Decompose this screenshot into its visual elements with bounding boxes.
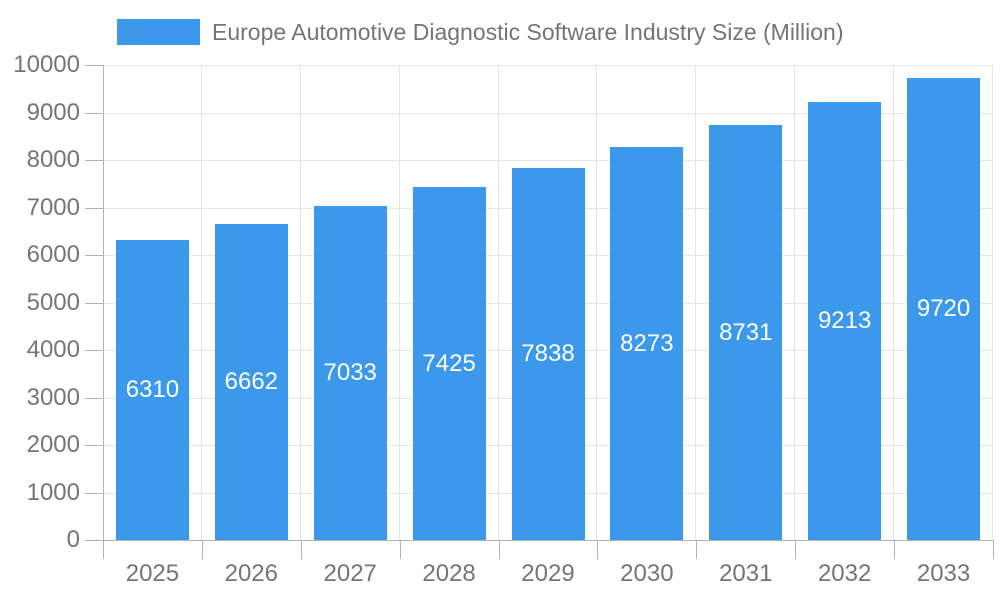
- y-tick-5000: [85, 302, 103, 304]
- bar-2028[interactable]: 7425: [412, 187, 486, 540]
- y-tick-label-4000: 4000: [26, 336, 80, 363]
- y-tick-4000: [85, 350, 103, 351]
- y-tick-label-3000: 3000: [26, 383, 80, 411]
- x-tick-9: [993, 540, 994, 559]
- x-tick-label-2025: 2025: [125, 560, 180, 587]
- bar-value-label: 6310: [125, 376, 180, 404]
- gridline-v-3: [399, 65, 400, 540]
- x-tick-3: [399, 540, 401, 559]
- bar-2026[interactable]: 6662: [214, 223, 288, 540]
- y-tick-label-7000: 7000: [26, 193, 80, 221]
- gridline-v-5: [596, 65, 597, 540]
- gridline-v-2: [300, 65, 301, 540]
- gridline-h-8000: [103, 160, 993, 161]
- bar-value-label: 8273: [620, 329, 674, 357]
- gridline-v-1: [201, 65, 202, 540]
- y-tick-10000: [85, 65, 103, 66]
- bar-value-label: 8731: [719, 318, 773, 346]
- x-tick-4: [498, 540, 500, 559]
- y-tick-label-10000: 10000: [13, 51, 80, 78]
- x-axis-line: [103, 540, 993, 541]
- x-tick-label-2028: 2028: [422, 560, 476, 587]
- y-tick-label-9000: 9000: [26, 98, 80, 126]
- gridline-v-8: [893, 65, 894, 540]
- x-tick-label-2027: 2027: [323, 560, 377, 587]
- bar-value-label: 6662: [224, 367, 279, 395]
- gridline-v-6: [695, 65, 696, 540]
- y-axis-line: [103, 65, 104, 540]
- gridline-v-7: [794, 65, 795, 540]
- bar-2027[interactable]: 7033: [313, 205, 387, 540]
- y-tick-label-1000: 1000: [26, 478, 80, 506]
- x-tick-5: [597, 540, 599, 559]
- y-tick-2000: [85, 445, 103, 446]
- bar-value-label: 9720: [916, 295, 971, 323]
- legend[interactable]: Europe Automotive Diagnostic Software In…: [117, 19, 844, 45]
- bar-2032[interactable]: 9213: [808, 102, 882, 540]
- y-tick-label-6000: 6000: [26, 241, 80, 268]
- y-tick-label-8000: 8000: [26, 146, 80, 173]
- bar-2030[interactable]: 8273: [610, 147, 684, 540]
- x-tick-1: [201, 540, 203, 559]
- x-tick-8: [894, 540, 896, 559]
- y-tick-7000: [85, 207, 103, 209]
- gridline-h-10000: [103, 65, 993, 66]
- y-tick-6000: [85, 255, 103, 256]
- gridline-h-9000: [103, 112, 993, 114]
- x-tick-label-2033: 2033: [916, 560, 971, 587]
- x-tick-label-2032: 2032: [817, 560, 872, 587]
- y-tick-label-5000: 5000: [26, 288, 80, 316]
- legend-swatch[interactable]: [117, 19, 200, 45]
- bar-value-label: 9213: [817, 307, 872, 335]
- y-tick-1000: [85, 492, 103, 494]
- x-tick-2: [300, 540, 302, 559]
- x-tick-label-2030: 2030: [620, 560, 674, 587]
- x-tick-label-2031: 2031: [719, 560, 773, 587]
- x-tick-6: [696, 540, 698, 559]
- bar-2033[interactable]: 9720: [907, 78, 981, 540]
- x-tick-label-2026: 2026: [224, 560, 278, 587]
- x-tick-7: [795, 540, 797, 559]
- bar-value-label: 7838: [521, 339, 575, 367]
- y-tick-3000: [85, 397, 103, 399]
- y-tick-0: [85, 540, 103, 541]
- y-tick-label-2000: 2000: [26, 431, 80, 458]
- legend-label: Europe Automotive Diagnostic Software In…: [212, 18, 844, 45]
- bar-2031[interactable]: 8731: [709, 125, 783, 540]
- y-tick-8000: [85, 160, 103, 161]
- bar-2025[interactable]: 6310: [115, 240, 189, 540]
- gridline-v-9: [992, 65, 993, 540]
- x-tick-0: [103, 540, 104, 559]
- x-tick-label-2029: 2029: [521, 560, 575, 587]
- plot-area: 6310 6662 7033 7425 7838 8273 8731 9213 9720: [103, 65, 993, 540]
- y-tick-9000: [85, 112, 103, 114]
- gridline-v-4: [498, 65, 499, 540]
- y-tick-label-0: 0: [66, 526, 80, 553]
- bar-value-label: 7033: [323, 358, 377, 386]
- bar-value-label: 7425: [422, 349, 476, 377]
- bar-2029[interactable]: 7838: [511, 167, 585, 540]
